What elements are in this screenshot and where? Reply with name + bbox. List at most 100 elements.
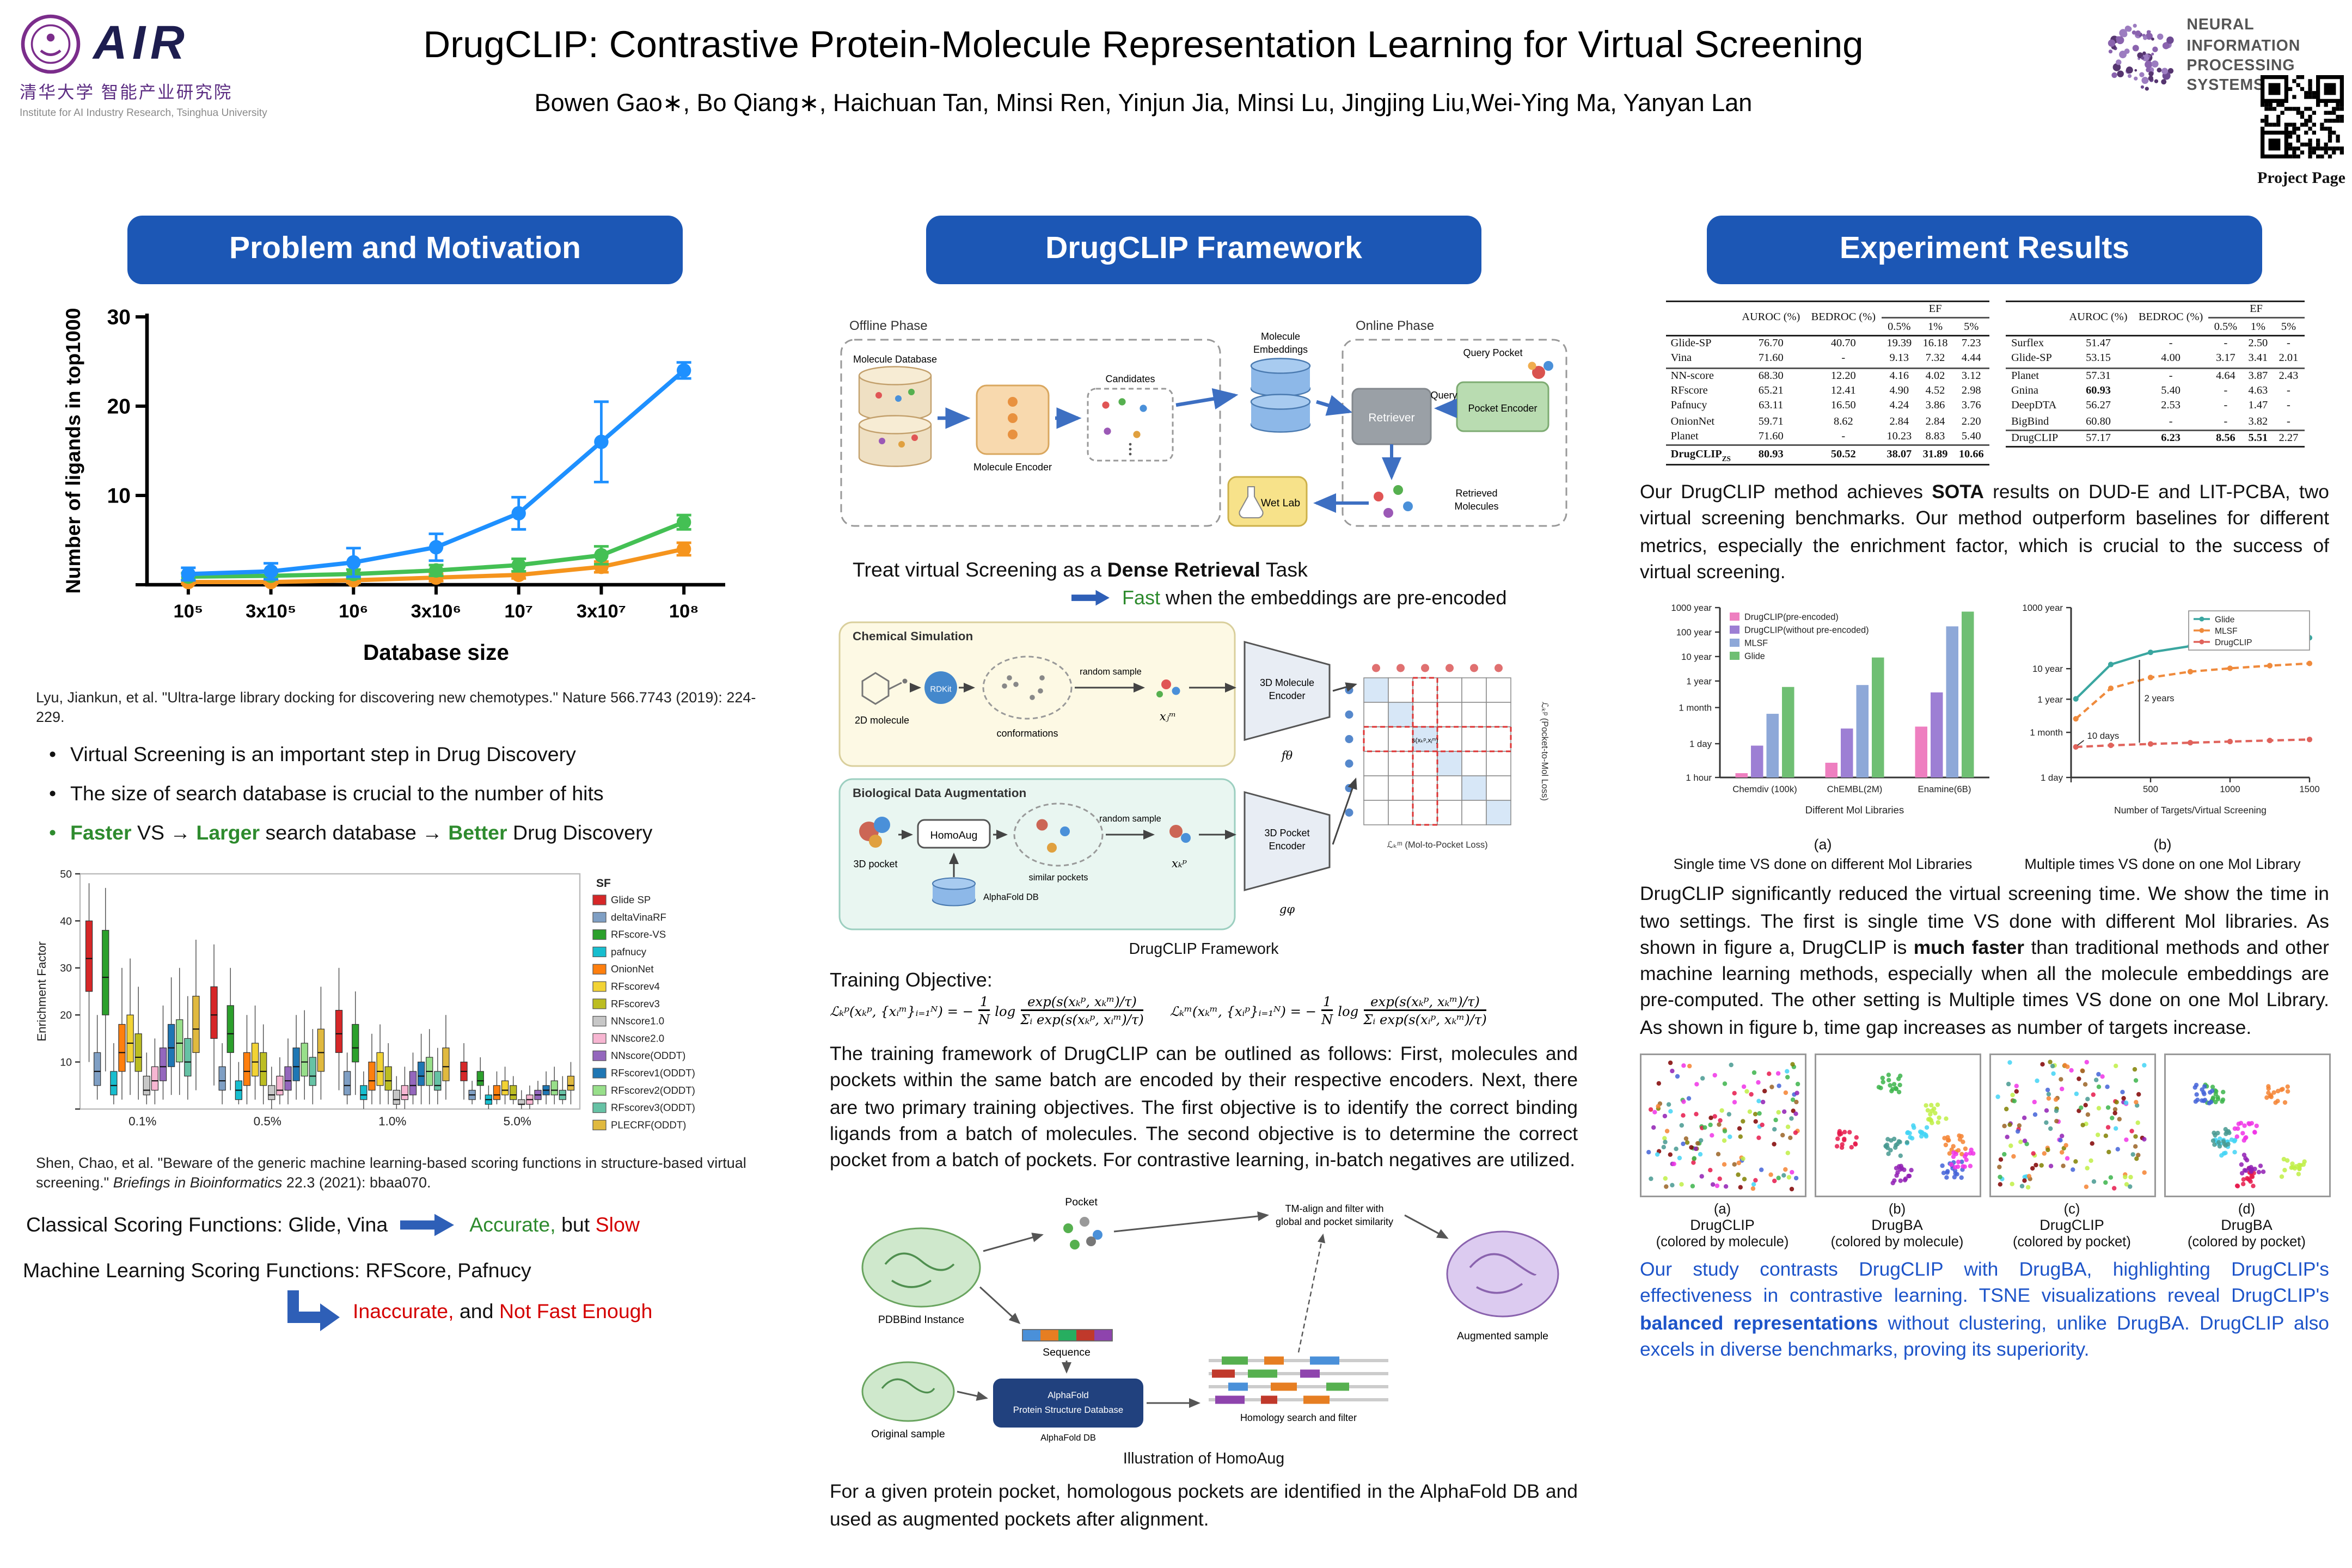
homology-alignment-icon: [1209, 1357, 1388, 1405]
svg-text:Enamine(6B): Enamine(6B): [1918, 785, 1971, 795]
tsinghua-cn-label: 清华大学 智能产业研究院: [20, 83, 233, 103]
svg-text:10 days: 10 days: [2087, 731, 2120, 741]
citation-lyu: Lyu, Jiankun, et al. "Ultra-large librar…: [36, 689, 756, 726]
svg-text:1 month: 1 month: [1679, 703, 1712, 713]
g-phi-label: gφ: [1279, 903, 1295, 916]
svg-text:1000 year: 1000 year: [2022, 603, 2063, 614]
svg-text:1000: 1000: [2220, 785, 2240, 795]
training-objective-label: Training Objective:: [830, 969, 993, 991]
augmented-sample-label: Augmented sample: [1457, 1331, 1548, 1343]
air-logo-text: AIR: [93, 17, 189, 70]
svg-text:RFscorev3: RFscorev3: [611, 999, 660, 1010]
svg-text:100 year: 100 year: [1676, 627, 1712, 638]
svg-text:Molecules: Molecules: [1454, 501, 1498, 512]
svg-text:DrugCLIP(pre-encoded): DrugCLIP(pre-encoded): [1744, 612, 1839, 622]
augmented-sample-icon: [1446, 1231, 1559, 1318]
column-framework: DrugCLIP Framework Offline Phase Online …: [826, 216, 1581, 1545]
tsinghua-en-label: Institute for AI Industry Research, Tsin…: [20, 108, 267, 119]
svg-text:1 day: 1 day: [1689, 739, 1712, 749]
svg-text:Number of Targets/Virtual Scre: Number of Targets/Virtual Screening: [2114, 805, 2267, 816]
svg-text:Glide: Glide: [1744, 652, 1765, 661]
similar-pockets-label: similar pockets: [1028, 873, 1088, 883]
svg-text:20: 20: [107, 395, 131, 419]
sequence-strip-icon: [1022, 1329, 1113, 1342]
svg-text:Enrichment Factor: Enrichment Factor: [35, 941, 48, 1042]
3d-pocket-label: 3D pocket: [853, 859, 897, 869]
svg-text:NNscore(ODDT): NNscore(ODDT): [611, 1050, 685, 1062]
svg-text:10: 10: [60, 1057, 72, 1069]
query-pocket-label: Query Pocket: [1463, 347, 1522, 358]
retrieved-molecules-label: Retrieved: [1455, 488, 1497, 499]
fast-statement: Fast when the embeddings are pre-encoded: [1071, 586, 1581, 609]
bullet-item: The size of search database is crucial t…: [49, 783, 787, 806]
svg-text:Database size: Database size: [363, 640, 509, 665]
candidates-label: Candidates: [1105, 373, 1155, 384]
tmalign-label: TM-align and filter with: [1285, 1204, 1383, 1215]
svg-text:10⁶: 10⁶: [339, 601, 368, 622]
molecule-encoder-trapezoid: [1244, 641, 1331, 741]
svg-text:Number of ligands in top1000: Number of ligands in top1000: [62, 308, 84, 593]
svg-text:0.1%: 0.1%: [128, 1115, 156, 1129]
svg-text:1 month: 1 month: [2030, 728, 2063, 738]
pocket-to-mol-loss-label: ℒₖᵖ (Pocket-to-Mol Loss): [1540, 702, 1549, 801]
svg-text:1 hour: 1 hour: [1686, 773, 1712, 783]
chemical-simulation-label: Chemical Simulation: [853, 629, 973, 643]
svg-text:10 year: 10 year: [2032, 664, 2063, 675]
svg-text:1000 year: 1000 year: [1671, 603, 1712, 614]
svg-text:RFscorev3(ODDT): RFscorev3(ODDT): [611, 1102, 695, 1113]
molecule-database-label: Molecule Database: [853, 354, 937, 365]
citation-shen: Shen, Chao, et al. "Beware of the generi…: [36, 1155, 746, 1192]
svg-text:0.5%: 0.5%: [254, 1115, 281, 1129]
svg-text:AlphaFold: AlphaFold: [1048, 1391, 1089, 1401]
svg-text:500: 500: [2143, 785, 2158, 795]
alphafold-db-icon: [932, 877, 976, 906]
svg-text:3D Molecule: 3D Molecule: [1260, 677, 1314, 688]
mol-to-pocket-loss-label: ℒₖᵐ (Mol-to-Pocket Loss): [1387, 840, 1487, 850]
homoaug-label: HomoAug: [930, 830, 978, 842]
retrieval-pipeline-diagram: Offline Phase Online Phase Molecule Data…: [840, 318, 1567, 527]
homoaug-box: [917, 819, 991, 849]
column-results: Experiment Results AUROC (%) BEDROC (%) EF…: [1637, 216, 2332, 1375]
project-page-label: Project Page: [2257, 170, 2345, 188]
svg-text:Encoder: Encoder: [1269, 690, 1305, 701]
section-header-problem: Problem and Motivation: [127, 216, 683, 284]
svg-text:1500: 1500: [2299, 785, 2319, 795]
framework-paragraph: The training framework of DrugCLIP can b…: [830, 1042, 1578, 1172]
timing-paragraph: DrugCLIP significantly reduced the virtu…: [1640, 883, 2329, 1039]
flask-icon: [1239, 486, 1264, 519]
homoaug-diagram: Pocket PDBBind Instance Sequence AlphaFo…: [861, 1197, 1559, 1443]
svg-text:30: 30: [60, 963, 72, 975]
svg-text:3x10⁵: 3x10⁵: [246, 601, 296, 622]
sota-paragraph: Our DrugCLIP method achieves SOTA result…: [1640, 480, 2329, 583]
homology-label: Homology search and filter: [1240, 1413, 1357, 1424]
pocket-encoder-label: Pocket Encoder: [1468, 403, 1537, 414]
rdkit-label: RDKit: [930, 685, 952, 694]
classical-verdict: Accurate, but Slow: [469, 1212, 640, 1236]
poster-authors: Bowen Gao∗, Bo Qiang∗, Haichuan Tan, Min…: [534, 90, 1753, 118]
motivation-bullets: Virtual Screening is an important step i…: [23, 744, 787, 845]
tsne-panel: (d) DrugBA (colored by pocket): [2163, 1054, 2330, 1250]
alphafold-db-label: AlphaFold DB: [1040, 1434, 1096, 1443]
pdbbind-blob-icon: [861, 1228, 981, 1308]
section-header-results: Experiment Results: [1707, 216, 2262, 284]
conformations-icon: [982, 656, 1073, 720]
svg-text:MLSF: MLSF: [1744, 639, 1768, 648]
svg-text:RFscorev2(ODDT): RFscorev2(ODDT): [611, 1085, 695, 1097]
classical-scoring-label: Classical Scoring Functions: Glide, Vina: [26, 1212, 388, 1236]
svg-text:DrugCLIP: DrugCLIP: [2215, 639, 2252, 648]
svg-text:RFscorev1(ODDT): RFscorev1(ODDT): [611, 1068, 695, 1079]
pdbbind-label: PDBBind Instance: [878, 1314, 964, 1326]
candidates-box: [1087, 388, 1174, 462]
svg-text:1.0%: 1.0%: [378, 1115, 406, 1129]
qr-code-icon: [2259, 75, 2343, 158]
svg-text:pafnucy: pafnucy: [611, 946, 647, 958]
sampled-pocket-icon: [1169, 825, 1183, 838]
svg-text:Protein Structure Database: Protein Structure Database: [1013, 1405, 1123, 1416]
alphafold-database-box: [993, 1379, 1143, 1428]
tsne-panel: (a) DrugCLIP (colored by molecule): [1639, 1054, 1806, 1250]
tsinghua-emblem-icon: [21, 14, 81, 74]
timing-figure-a: 1 hour 1 day 1 month 1 year 10 year 100 year 1…: [1650, 598, 1996, 875]
ml-scoring-label: Machine Learning Scoring Functions: RFSc…: [23, 1258, 531, 1282]
